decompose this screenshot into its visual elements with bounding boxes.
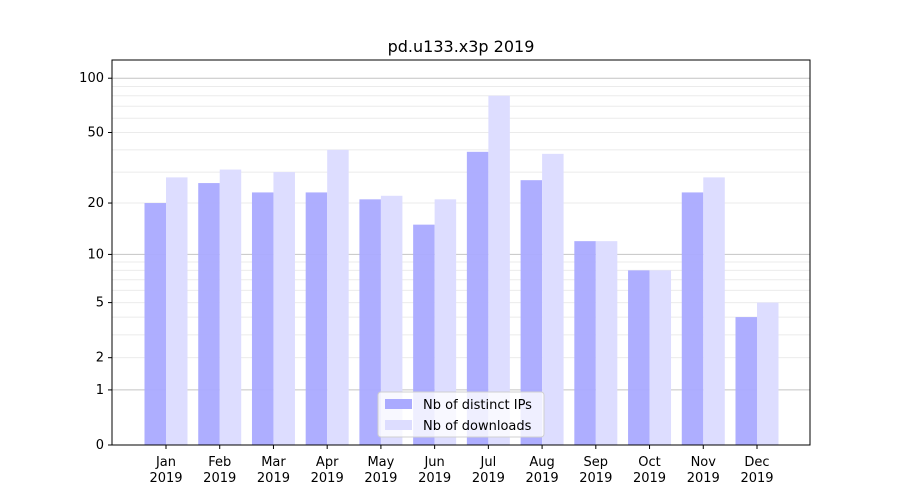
x-tick-label-line: 2019	[149, 471, 182, 486]
x-tick-label-line: Nov	[691, 455, 717, 470]
bar-distinct-ips	[305, 192, 328, 445]
legend: Nb of distinct IPs Nb of downloads	[377, 391, 545, 438]
x-tick-label-line: Jan	[155, 455, 176, 470]
y-tick-label: 10	[87, 247, 104, 262]
x-tick-label-line: 2019	[257, 471, 290, 486]
y-tick-label: 0	[96, 438, 104, 453]
x-tick-label-line: 2019	[472, 471, 505, 486]
x-tick-label-line: Sep	[584, 455, 609, 470]
bar-distinct-ips	[520, 180, 543, 445]
x-tick-label-line: 2019	[633, 471, 666, 486]
x-tick-label: Sep 2019	[579, 455, 612, 486]
x-tick-label: Mar 2019	[257, 455, 290, 486]
legend-swatch	[385, 420, 412, 430]
bar-downloads	[273, 172, 295, 445]
legend-label: Nb of downloads	[423, 419, 532, 434]
x-tick-label-line: 2019	[203, 471, 236, 486]
bar-distinct-ips	[466, 151, 489, 445]
bar-downloads	[649, 270, 672, 445]
bar-distinct-ips	[198, 183, 220, 445]
bar-downloads	[595, 241, 618, 445]
x-tick-label: Nov 2019	[687, 455, 720, 486]
x-tick-label: Feb 2019	[203, 455, 236, 486]
bar-downloads	[219, 169, 242, 445]
x-tick-label-line: 2019	[740, 471, 773, 486]
x-tick-label-line: Oct	[638, 455, 660, 470]
bar-distinct-ips	[251, 192, 274, 445]
x-tick-label-line: 2019	[418, 471, 451, 486]
x-tick-label-line: Aug	[529, 455, 554, 470]
x-tick-label: May 2019	[364, 455, 397, 486]
bar-downloads	[380, 195, 403, 445]
bar-distinct-ips	[359, 199, 381, 445]
x-tick-label: Aug 2019	[526, 455, 559, 486]
x-tick-label-line: 2019	[526, 471, 559, 486]
x-tick-label: Oct 2019	[633, 455, 666, 486]
bar-distinct-ips	[628, 270, 650, 445]
x-tick-label-line: 2019	[579, 471, 612, 486]
x-tick-label-line: 2019	[364, 471, 397, 486]
x-tick-label: Jul 2019	[472, 455, 505, 486]
bar-downloads	[434, 199, 457, 445]
legend-box	[377, 391, 545, 438]
bar-downloads	[166, 177, 188, 445]
x-tick-label: Apr 2019	[311, 455, 344, 486]
y-tick-label: 50	[87, 126, 104, 141]
y-tick-label: 5	[96, 296, 104, 311]
bar-distinct-ips	[413, 224, 435, 445]
y-tick-label: 1	[96, 383, 104, 398]
y-tick-label: 100	[79, 71, 104, 86]
x-tick-label-line: Apr	[316, 455, 339, 470]
plot-frame	[111, 59, 811, 446]
bar-downloads	[488, 95, 510, 445]
y-axis: 0 1 2 5 10 20 50 100	[79, 71, 112, 453]
y-tick-label: 2	[96, 351, 104, 366]
y-tick-label: 20	[87, 196, 104, 211]
x-tick-label-line: Dec	[744, 455, 769, 470]
x-tick-label-line: Jun	[423, 455, 444, 470]
legend-swatch	[385, 399, 412, 409]
bar-distinct-ips	[144, 203, 166, 445]
bar-downloads	[542, 153, 564, 445]
x-tick-label-line: May	[367, 455, 394, 470]
legend-label: Nb of distinct IPs	[423, 398, 532, 413]
x-tick-label-line: 2019	[311, 471, 344, 486]
x-tick-label: Jan 2019	[149, 455, 182, 486]
bar-distinct-ips	[574, 241, 596, 445]
x-tick-label-line: Mar	[261, 455, 286, 470]
x-tick-label-line: 2019	[687, 471, 720, 486]
x-tick-label-line: Feb	[208, 455, 231, 470]
bar-downloads	[327, 149, 349, 446]
bars	[144, 95, 779, 446]
chart-title: pd.u133.x3p 2019	[388, 37, 535, 56]
x-tick-label-line: Jul	[480, 455, 497, 470]
bar-distinct-ips	[735, 317, 757, 445]
x-tick-label: Jun 2019	[418, 455, 451, 486]
bar-distinct-ips	[681, 192, 704, 445]
x-tick-label: Dec 2019	[740, 455, 773, 486]
bar-downloads	[703, 177, 725, 445]
bar-downloads	[757, 302, 779, 445]
